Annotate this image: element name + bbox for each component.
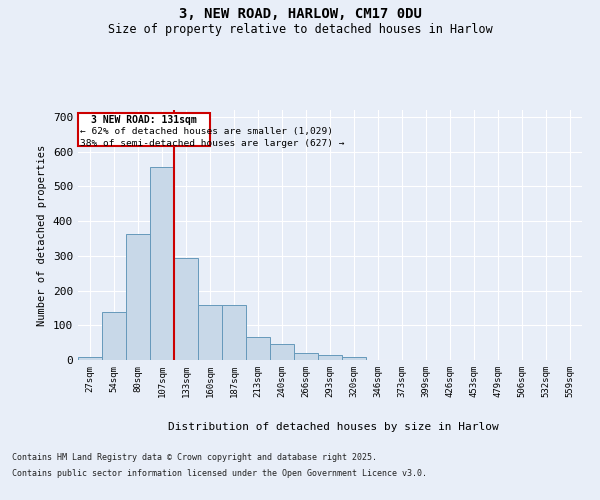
Text: Contains public sector information licensed under the Open Government Licence v3: Contains public sector information licen… <box>12 468 427 477</box>
Bar <box>198 306 222 360</box>
Bar <box>294 353 318 360</box>
Text: Distribution of detached houses by size in Harlow: Distribution of detached houses by size … <box>167 422 499 432</box>
Text: ← 62% of detached houses are smaller (1,029): ← 62% of detached houses are smaller (1,… <box>80 127 334 136</box>
Bar <box>270 344 294 360</box>
Y-axis label: Number of detached properties: Number of detached properties <box>37 144 47 326</box>
Bar <box>318 356 342 360</box>
Text: 3 NEW ROAD: 131sqm: 3 NEW ROAD: 131sqm <box>91 115 197 125</box>
Text: Contains HM Land Registry data © Crown copyright and database right 2025.: Contains HM Land Registry data © Crown c… <box>12 454 377 462</box>
Text: 38% of semi-detached houses are larger (627) →: 38% of semi-detached houses are larger (… <box>80 139 345 148</box>
Text: 3, NEW ROAD, HARLOW, CM17 0DU: 3, NEW ROAD, HARLOW, CM17 0DU <box>179 8 421 22</box>
Bar <box>126 234 150 360</box>
Bar <box>246 338 270 360</box>
Text: Size of property relative to detached houses in Harlow: Size of property relative to detached ho… <box>107 22 493 36</box>
Bar <box>222 306 246 360</box>
Bar <box>342 357 366 360</box>
Bar <box>102 312 126 360</box>
Bar <box>150 166 174 360</box>
Bar <box>78 356 102 360</box>
Bar <box>174 258 198 360</box>
